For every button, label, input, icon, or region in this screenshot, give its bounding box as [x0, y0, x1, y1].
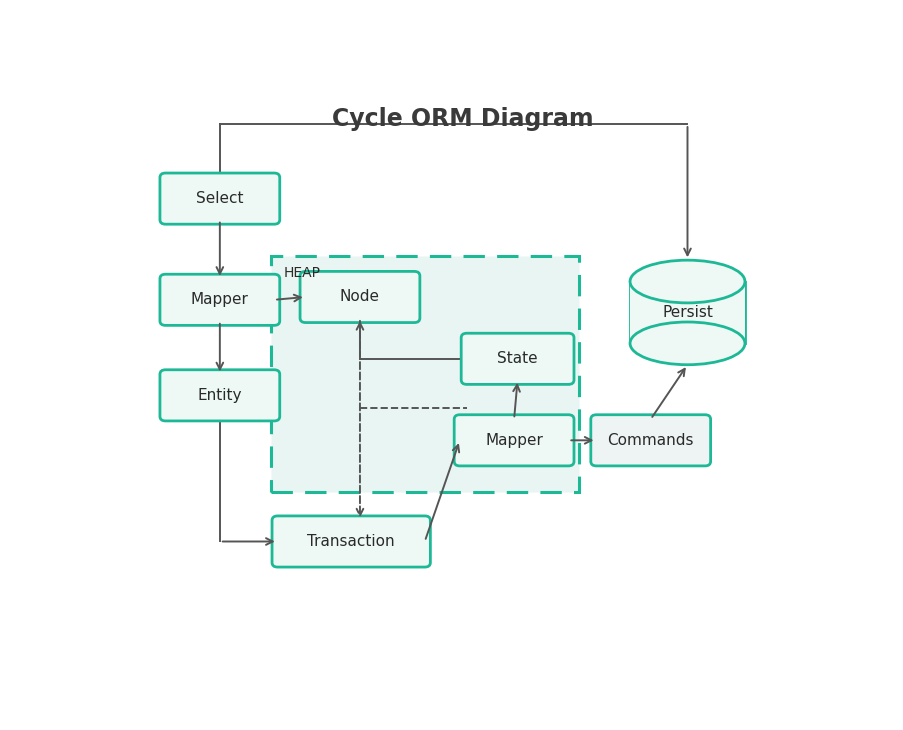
FancyBboxPatch shape — [272, 516, 430, 567]
Text: Select: Select — [196, 191, 243, 206]
Ellipse shape — [629, 322, 744, 365]
FancyBboxPatch shape — [461, 333, 573, 385]
Text: Transaction: Transaction — [307, 534, 395, 549]
Text: Commands: Commands — [607, 433, 694, 447]
Text: Mapper: Mapper — [485, 433, 543, 447]
FancyBboxPatch shape — [160, 173, 279, 224]
Text: Cycle ORM Diagram: Cycle ORM Diagram — [332, 107, 593, 131]
Text: Entity: Entity — [198, 388, 242, 403]
FancyBboxPatch shape — [160, 370, 279, 421]
FancyBboxPatch shape — [453, 415, 573, 466]
Text: Persist: Persist — [661, 305, 712, 320]
FancyBboxPatch shape — [160, 274, 279, 326]
Text: Mapper: Mapper — [191, 292, 248, 307]
Text: HEAP: HEAP — [283, 266, 320, 280]
Polygon shape — [629, 282, 744, 343]
FancyBboxPatch shape — [300, 272, 419, 323]
Ellipse shape — [629, 260, 744, 303]
Text: State: State — [497, 351, 537, 366]
FancyBboxPatch shape — [591, 415, 710, 466]
FancyBboxPatch shape — [270, 256, 578, 492]
Text: Node: Node — [340, 290, 379, 304]
